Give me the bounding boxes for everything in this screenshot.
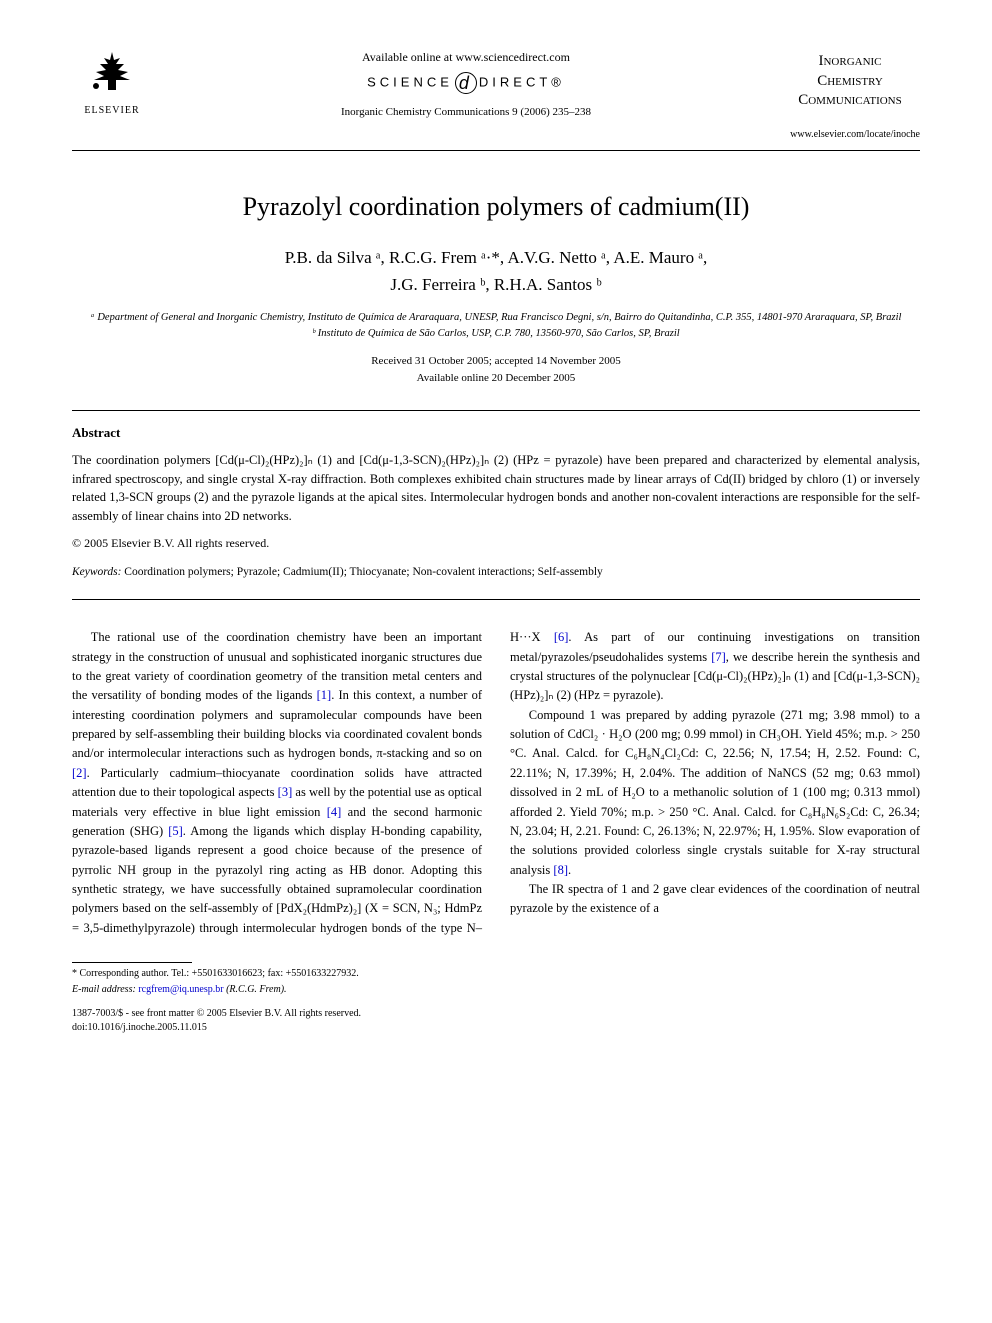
- email-name: (R.C.G. Frem).: [224, 984, 287, 995]
- journal-url: www.elsevier.com/locate/inoche: [780, 127, 920, 142]
- journal-name-1: Inorganic: [784, 52, 916, 72]
- abstract-text: The coordination polymers [Cd(μ-Cl)₂(HPz…: [72, 451, 920, 526]
- body-paragraph-3: The IR spectra of 1 and 2 gave clear evi…: [510, 880, 920, 919]
- available-online-text: Available online at www.sciencedirect.co…: [152, 48, 780, 66]
- abstract-heading: Abstract: [72, 423, 920, 443]
- footnote-rule: [72, 962, 192, 963]
- ref-link-3[interactable]: [3]: [278, 785, 293, 799]
- ref-link-7[interactable]: [7]: [711, 650, 726, 664]
- body-paragraph-2: Compound 1 was prepared by adding pyrazo…: [510, 706, 920, 880]
- ref-link-4[interactable]: [4]: [327, 805, 342, 819]
- sciencedirect-logo: SCIENCEdDIRECT®: [152, 72, 780, 94]
- page-header: ELSEVIER Available online at www.science…: [72, 48, 920, 142]
- sd-text-2: DIRECT®: [479, 74, 565, 89]
- ref-link-2[interactable]: [2]: [72, 766, 87, 780]
- ref-link-5[interactable]: [5]: [168, 824, 183, 838]
- journal-name-box: Inorganic Chemistry Communications: [780, 48, 920, 115]
- article-body: The rational use of the coordination che…: [72, 628, 920, 938]
- dates-online: Available online 20 December 2005: [72, 370, 920, 387]
- article-dates: Received 31 October 2005; accepted 14 No…: [72, 353, 920, 386]
- doi-line: doi:10.1016/j.inoche.2005.11.015: [72, 1021, 920, 1035]
- email-line: E-mail address: rcgfrem@iq.unesp.br (R.C…: [72, 983, 920, 997]
- authors-list: P.B. da Silva ᵃ, R.C.G. Frem ᵃ·*, A.V.G.…: [72, 244, 920, 298]
- keywords-label: Keywords:: [72, 566, 121, 578]
- authors-line-1: P.B. da Silva ᵃ, R.C.G. Frem ᵃ·*, A.V.G.…: [285, 248, 708, 267]
- elsevier-label: ELSEVIER: [72, 103, 152, 118]
- keywords-text: Coordination polymers; Pyrazole; Cadmium…: [121, 566, 602, 578]
- authors-line-2: J.G. Ferreira ᵇ, R.H.A. Santos ᵇ: [390, 275, 601, 294]
- sd-text-1: SCIENCE: [367, 74, 453, 89]
- page-footer: * Corresponding author. Tel.: +550163301…: [72, 962, 920, 1035]
- abstract-top-rule: [72, 410, 920, 411]
- center-header: Available online at www.sciencedirect.co…: [152, 48, 780, 125]
- ref-link-6[interactable]: [6]: [554, 630, 569, 644]
- ref-link-8[interactable]: [8]: [553, 863, 568, 877]
- dates-received: Received 31 October 2005; accepted 14 No…: [72, 353, 920, 370]
- email-link[interactable]: rcgfrem@iq.unesp.br: [138, 984, 223, 995]
- corresponding-author: * Corresponding author. Tel.: +550163301…: [72, 967, 920, 981]
- sd-at-icon: d: [455, 72, 477, 94]
- article-title: Pyrazolyl coordination polymers of cadmi…: [72, 187, 920, 226]
- header-rule: [72, 150, 920, 151]
- journal-name-2: Chemistry: [784, 72, 916, 92]
- right-header: Inorganic Chemistry Communications www.e…: [780, 48, 920, 142]
- elsevier-logo: ELSEVIER: [72, 48, 152, 118]
- affiliation-a: ᵃ Department of General and Inorganic Ch…: [72, 310, 920, 326]
- journal-reference: Inorganic Chemistry Communications 9 (20…: [152, 104, 780, 121]
- journal-name-3: Communications: [784, 91, 916, 111]
- elsevier-tree-icon: [72, 48, 152, 101]
- copyright-line: © 2005 Elsevier B.V. All rights reserved…: [72, 534, 920, 552]
- email-label: E-mail address:: [72, 984, 136, 995]
- ref-link-1[interactable]: [1]: [317, 688, 332, 702]
- keywords-line: Keywords: Coordination polymers; Pyrazol…: [72, 564, 920, 581]
- affiliation-b: ᵇ Instituto de Química de São Carlos, US…: [72, 326, 920, 342]
- affiliations: ᵃ Department of General and Inorganic Ch…: [72, 310, 920, 342]
- abstract-bottom-rule: [72, 599, 920, 600]
- issn-line: 1387-7003/$ - see front matter © 2005 El…: [72, 1007, 920, 1021]
